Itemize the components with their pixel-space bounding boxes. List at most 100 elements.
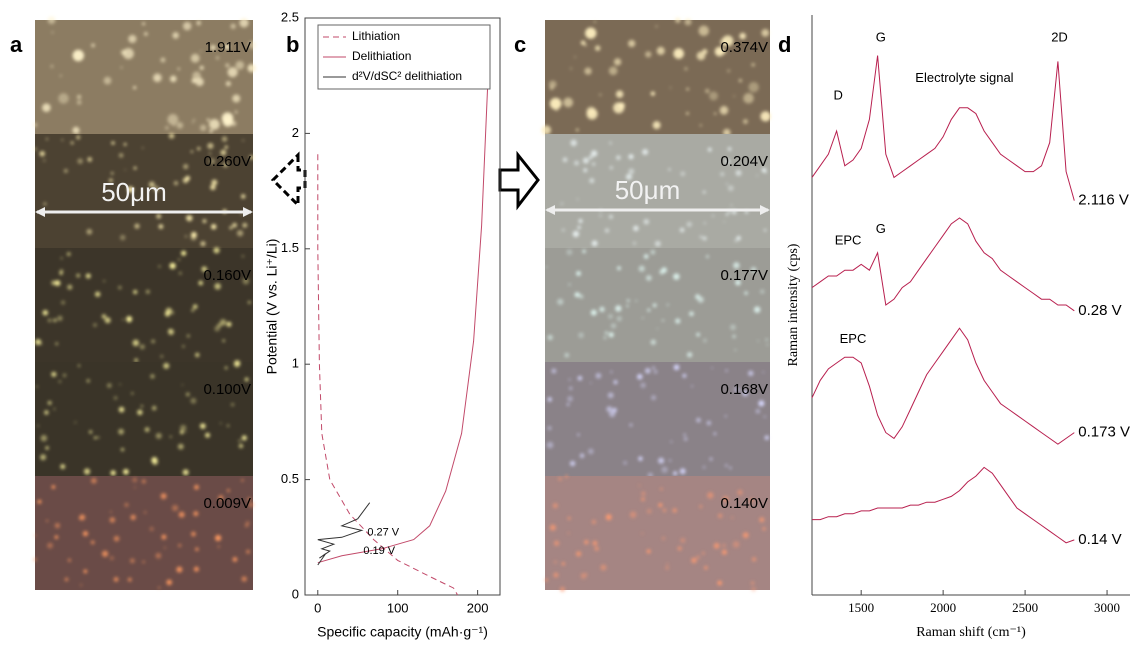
speckle [564,474,568,478]
speckle [59,74,62,77]
data-line [811,55,1075,201]
speckle [50,64,54,68]
speckle [582,157,590,164]
speckle [150,374,155,379]
speckle [686,87,689,91]
speckle [669,86,672,89]
y-tick-label: 2.5 [281,9,299,24]
speckle [167,114,179,125]
speckle [201,266,208,272]
speckle [190,53,200,63]
speckle [109,517,116,523]
speckle [730,204,733,207]
speckle [225,81,231,87]
speckle [599,306,605,313]
speckle [764,435,770,441]
speckle [578,293,583,299]
speckle [45,446,49,450]
speckle [118,428,124,435]
speckle [190,397,197,404]
speckle [761,167,767,173]
panel-letter: c [514,32,526,57]
speckle [210,44,216,51]
speckle [566,249,573,256]
speckle [199,124,207,132]
speckle [759,517,765,523]
micrograph-tile [35,134,253,248]
speckle [58,380,62,383]
speckle [578,218,583,224]
speckle [691,557,697,564]
panel-letter: b [286,32,299,57]
speckle [707,492,714,499]
speckle [765,338,768,341]
speckle [124,502,129,507]
speckles [33,477,255,589]
speckle [574,160,579,166]
speckle [103,76,112,85]
speckle [727,185,734,192]
micrograph-tile [35,248,253,362]
speckle [43,202,47,206]
speckle [623,460,627,465]
speckle [94,436,97,439]
speckle [170,310,175,315]
speckle [134,358,139,363]
speckle [151,457,158,464]
speckle [168,329,172,332]
speckle [755,408,761,414]
speckle [198,280,204,286]
speckle [628,154,634,160]
speckle [736,235,741,241]
speckle [696,332,701,337]
speckle [144,427,150,433]
speckle [721,549,727,555]
annotation: G [876,221,886,236]
speckle [33,147,38,151]
y-axis-label: Raman intensity (cps) [786,243,801,366]
speckle [711,214,715,218]
speckle [205,432,211,438]
speckle [665,566,669,570]
speckle [169,75,177,83]
speckle [696,51,706,61]
speckle [638,484,641,487]
series-label: 2.116 V [1078,192,1129,209]
speckle [51,372,54,375]
speckle [604,331,608,335]
speckle [134,223,140,229]
speckle [722,496,729,502]
speckle [177,443,184,450]
speckle [132,477,138,483]
speckle [559,586,566,592]
speckle [133,86,137,90]
speckle [195,352,200,358]
speckle [643,254,649,259]
voltage-label: 0.374V [720,39,768,56]
speckle [240,194,246,199]
speckle [246,549,250,554]
speckle [120,66,123,69]
speckle [120,49,127,55]
speckle [47,400,52,405]
x-tick-label: 1500 [848,600,874,615]
speckle [696,555,700,559]
speckle [42,159,46,162]
speckle [610,370,613,373]
speckle [127,186,134,193]
speckle [126,315,133,323]
speckle [567,282,572,287]
speckle [686,112,689,115]
speckle [151,405,157,411]
speckle [702,465,706,469]
speckle [686,352,693,358]
speckles [33,132,254,247]
speckle [34,534,36,537]
speckle [209,129,213,133]
speckle [182,345,185,348]
speckle [748,370,754,377]
speckle [725,369,728,372]
speckle [549,524,556,531]
